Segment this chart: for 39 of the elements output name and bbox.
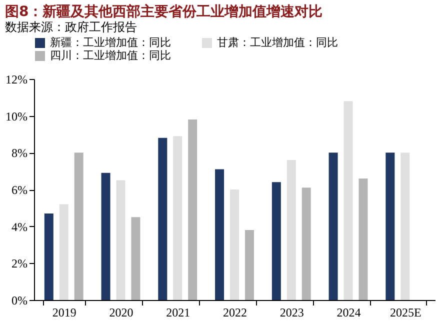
x-tick-label: 2022 [223, 306, 247, 320]
y-tick-label: 0% [12, 294, 28, 308]
bar [272, 182, 281, 300]
y-tick-label: 6% [12, 183, 28, 197]
bar [116, 180, 126, 300]
x-tick-label: 2020 [109, 306, 134, 320]
source-note: 数据来源：政府工作报告 [5, 20, 138, 34]
y-tick-label: 10% [6, 109, 28, 124]
legend-label: 四川：工业增加值：同比 [50, 49, 171, 62]
y-tick-label: 12% [6, 72, 28, 86]
bar [358, 178, 368, 300]
bar [386, 152, 395, 300]
x-tick-label: 2024 [336, 306, 361, 320]
bar [302, 188, 311, 300]
bar [344, 101, 353, 300]
y-tick-label: 8% [12, 146, 28, 160]
legend-label: 甘肃：工业增加值：同比 [217, 36, 338, 49]
x-tick-label: 2025E [390, 306, 422, 320]
y-tick-label: 4% [12, 220, 28, 234]
bar [400, 152, 410, 300]
bar [286, 160, 296, 300]
bar [131, 217, 140, 300]
bar [101, 172, 110, 300]
x-tick-label: 2019 [52, 306, 76, 320]
bar [173, 136, 182, 300]
bar [215, 169, 224, 300]
bar [188, 120, 198, 300]
bar [230, 190, 239, 300]
legend-label: 新疆：工业增加值：同比 [50, 36, 171, 49]
bar [328, 152, 338, 300]
y-tick-label: 2% [12, 256, 28, 271]
bar [74, 152, 84, 300]
bar [59, 204, 68, 300]
bar [244, 230, 254, 300]
x-tick-label: 2021 [166, 306, 190, 320]
bar [44, 213, 54, 300]
bar [158, 138, 168, 300]
x-tick-label: 2023 [280, 306, 304, 320]
chart-title: 图8：新疆及其他西部主要省份工业增加值增速对比 [5, 3, 323, 20]
